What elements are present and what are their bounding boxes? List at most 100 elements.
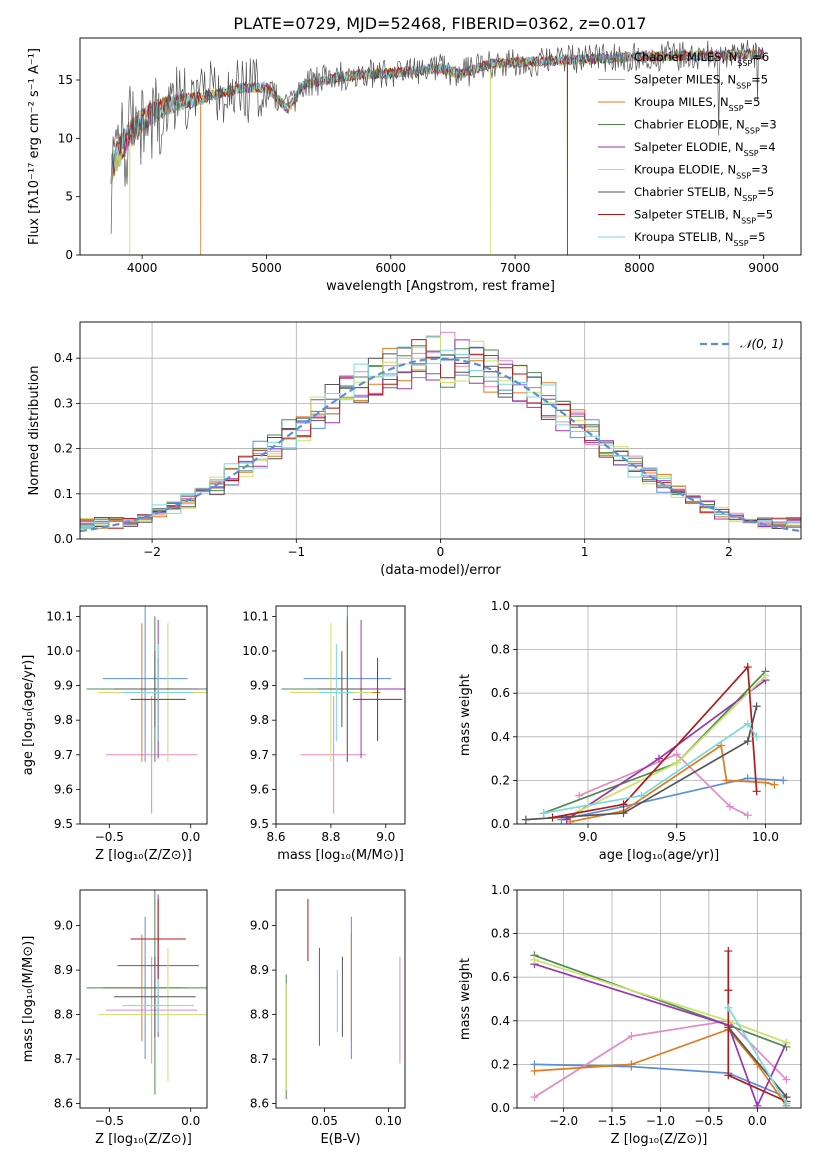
y-tick-label: 10.1 — [242, 609, 269, 623]
weight-marker — [548, 813, 557, 822]
x-tick-label: −1 — [287, 545, 305, 559]
histogram-legend: 𝒩(0, 1) — [700, 337, 784, 351]
weight-series-4 — [534, 963, 788, 1108]
panel-mass_vs_Z: −0.5 0.0 8.6 8.7 8.8 8.9 9.0 Z [log₁₀(Z/Z⊙)] mas… — [21, 889, 208, 1147]
plot-area-age_vs_Z — [86, 606, 207, 814]
legend-count: =5 — [751, 73, 768, 87]
plot-area-mass_vs_Z — [86, 890, 207, 1095]
y-axis-label: mass weight — [458, 958, 473, 1040]
y-tick-label: 0.2 — [491, 773, 510, 787]
y-tick-label: 10 — [58, 131, 73, 145]
axes-frame — [516, 889, 802, 1109]
plot-area-spectrum — [110, 39, 764, 255]
legend-name: Salpeter MILES, N — [634, 73, 736, 87]
x-tick-label: 4000 — [127, 261, 158, 275]
legend-entry: Chabrier MILES, NSSP=6 — [634, 50, 769, 68]
legend-entry: Kroupa ELODIE, NSSP=3 — [634, 163, 768, 181]
weight-marker — [770, 780, 779, 789]
figure-title: PLATE=0729, MJD=52468, FIBERID=0362, z=0… — [233, 14, 646, 33]
panel-weight_vs_Z: −2.0 −1.5 −1.0 −0.5 0.0 0.0 0.2 0.4 0.6 0.8 1.0 Z [… — [458, 883, 802, 1147]
weight-marker — [619, 809, 628, 818]
y-tick-label: 8.8 — [54, 1008, 73, 1022]
weight-marker — [752, 787, 761, 796]
x-tick-label: 0.0 — [748, 1114, 767, 1128]
legend-count: =5 — [756, 208, 773, 222]
y-tick-label: 9.8 — [250, 713, 269, 727]
y-tick-label: 15 — [58, 73, 73, 87]
legend-count: =3 — [760, 118, 777, 132]
x-tick-label: 6000 — [376, 261, 407, 275]
x-tick-label: 8000 — [624, 261, 655, 275]
y-tick-label: 9.7 — [54, 748, 73, 762]
weight-marker — [575, 806, 584, 815]
x-tick-label: −1.5 — [597, 1114, 626, 1128]
y-tick-label: 0.4 — [491, 730, 510, 744]
legend-sub: SSP — [736, 81, 751, 90]
x-tick-label: 0.10 — [375, 1114, 402, 1128]
weight-marker — [627, 1032, 636, 1041]
weight-series-5 — [578, 675, 767, 812]
legend-entry: Salpeter ELODIE, NSSP=4 — [634, 140, 776, 158]
weight-marker — [530, 1066, 539, 1075]
y-tick-label: 8.8 — [250, 1008, 269, 1022]
x-tick-label: 8.8 — [321, 830, 340, 844]
weight-marker — [539, 809, 548, 818]
legend-count: =4 — [759, 140, 776, 154]
x-axis-label: E(B-V) — [320, 1132, 360, 1147]
weight-marker — [726, 802, 734, 811]
weight-series-3 — [543, 670, 767, 814]
weight-marker — [752, 702, 761, 711]
weight-marker — [619, 800, 628, 809]
y-tick-label: 8.7 — [250, 1052, 269, 1066]
weight-marker — [637, 791, 646, 800]
x-tick-label: 8.6 — [266, 830, 285, 844]
y-tick-label: 9.6 — [250, 782, 269, 796]
x-tick-label: 9.0 — [578, 830, 597, 844]
y-tick-label: 9.8 — [54, 713, 73, 727]
legend-count: =3 — [751, 163, 768, 177]
x-tick-label: −2 — [143, 545, 161, 559]
weight-marker — [521, 815, 530, 824]
weight-marker — [672, 758, 681, 767]
panels: 4000 5000 6000 7000 8000 9000051015wavelength… — [21, 37, 802, 1147]
weight-marker — [724, 1003, 733, 1012]
x-tick-label: −2.0 — [549, 1114, 578, 1128]
x-axis-label: Z [log₁₀(Z/Z⊙)] — [611, 1132, 708, 1147]
y-tick-label: 9.9 — [54, 679, 73, 693]
axes-frame — [516, 605, 802, 825]
x-axis-label: wavelength [Angstrom, rest frame] — [326, 279, 555, 294]
y-tick-label: 9.0 — [54, 919, 73, 933]
weight-series-8 — [543, 722, 758, 814]
y-tick-label: 10.1 — [46, 609, 73, 623]
histogram-series-8 — [80, 346, 801, 528]
y-tick-label: 1.0 — [491, 599, 510, 613]
y-tick-label: 0.6 — [491, 686, 510, 700]
legend-sub: SSP — [736, 171, 751, 180]
normal-curve — [80, 357, 801, 533]
y-tick-label: 0.0 — [491, 1101, 510, 1115]
legend-count: =5 — [749, 230, 766, 244]
y-tick-label: 10.0 — [242, 644, 269, 658]
y-tick-label: 0.8 — [491, 927, 510, 941]
y-tick-label: 8.7 — [54, 1052, 73, 1066]
y-axis-label: mass weight — [458, 674, 473, 756]
weight-marker — [575, 791, 584, 800]
weight-series-7 — [727, 951, 787, 1103]
panel-age_vs_Z: −0.5 0.0 9.5 9.6 9.7 9.8 9.9 10.0 10.1 Z [log₁₀(Z… — [21, 605, 208, 863]
x-tick-label: 0.05 — [311, 1114, 338, 1128]
legend-entry: 𝒩(0, 1) — [740, 337, 784, 351]
y-tick-label: 9.6 — [54, 782, 73, 796]
y-tick-label: 10.0 — [46, 644, 73, 658]
y-tick-label: 0.3 — [54, 396, 73, 410]
axes-frame — [275, 889, 406, 1109]
y-tick-label: 0.0 — [54, 532, 73, 546]
y-axis-label: age [log₁₀(age/yr)] — [21, 655, 36, 776]
weight-marker — [782, 1075, 791, 1084]
legend-name: Kroupa ELODIE, N — [634, 163, 736, 177]
weight-marker — [627, 1060, 636, 1069]
x-axis-label: Z [log₁₀(Z/Z⊙)] — [95, 848, 192, 863]
y-tick-label: 0.2 — [54, 442, 73, 456]
legend-name: Chabrier ELODIE, N — [634, 118, 745, 132]
